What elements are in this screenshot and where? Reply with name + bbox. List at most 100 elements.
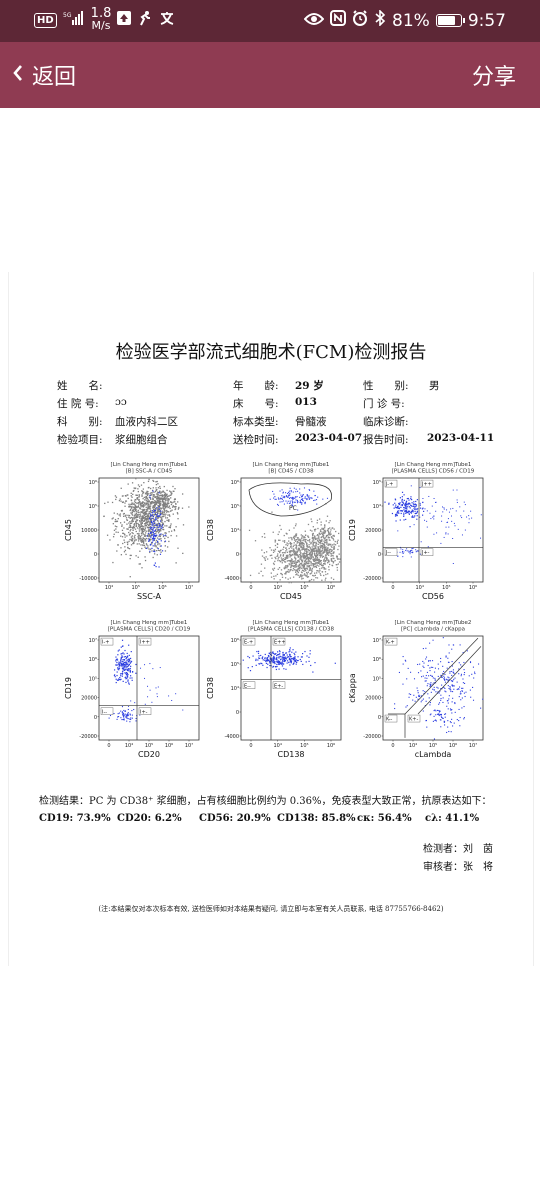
x-tick-label: 10⁷: [185, 585, 193, 591]
share-button[interactable]: 分享: [471, 65, 516, 90]
plot-title: [B] SSC-A / CD45: [126, 469, 173, 475]
value-ckappa: cκ: 56.4%: [357, 813, 412, 824]
x-tick-label: 10⁵: [429, 743, 437, 749]
x-tick-label: 0: [249, 743, 252, 749]
back-button[interactable]: 返回: [12, 59, 76, 91]
plot-title: [Lin Chang Heng mm]Tube1: [111, 462, 188, 468]
y-axis-label: cKappa: [348, 673, 357, 703]
y-tick-label: 10⁴: [373, 504, 381, 510]
status-bar: HD 5G 1.8 M/s 81% 9:57: [0, 0, 540, 42]
x-tick-label: 10⁶: [327, 743, 335, 749]
x-tick-label: 10⁶: [469, 585, 477, 591]
specimen-value: 骨髓液: [295, 416, 327, 428]
admission-label: 住 院 号:: [57, 398, 99, 410]
x-tick-label: 10⁴: [409, 743, 417, 749]
gate-label: I++: [140, 640, 150, 646]
x-axis-label: CD45: [280, 592, 302, 601]
plot-title: [PLASMA CELLS] CD138 / CD38: [248, 627, 334, 633]
status-left: HD 5G 1.8 M/s: [34, 6, 175, 32]
x-tick-label: 10⁴: [125, 743, 133, 749]
flow-plot-svg: [Lin Chang Heng mm]Tube1[PLASMA CELLS] C…: [348, 462, 484, 601]
net-speed-value: 1.8: [90, 6, 112, 21]
y-tick-label: -10000: [79, 576, 97, 582]
results-section: 检测结果：PC 为 CD38⁺ 浆细胞，占有核细胞比例约为 0.36%，免疫表型…: [39, 792, 509, 827]
y-tick-label: 10⁵: [231, 504, 239, 510]
flow-plot: [Lin Chang Heng mm]Tube1 [PLASMA CELLS] C…: [57, 618, 207, 770]
y-tick-label: 10⁵: [231, 662, 239, 668]
x-tick-label: 10⁴: [273, 743, 281, 749]
hd-icon: HD: [34, 12, 57, 28]
age-value: 29 岁: [295, 380, 324, 392]
x-tick-label: 10⁵: [300, 585, 308, 591]
scatter-points: [108, 639, 184, 723]
value-cd56: CD56: 20.9%: [199, 813, 271, 824]
gate-label: E++: [274, 640, 286, 646]
plot-title: [Lin Chang Heng mm]Tube1: [253, 462, 330, 468]
name-label: 姓 名:: [57, 380, 103, 392]
flow-plot-svg: [Lin Chang Heng mm]Tube1[PLASMA CELLS] C…: [206, 620, 342, 759]
dept-label: 科 别:: [57, 416, 103, 428]
y-tick-label: -4000: [224, 576, 239, 582]
flow-plot: [Lin Chang Heng mm]Tube1 [B] CD45 / CD38 P…: [199, 460, 349, 612]
scatter-points: [242, 647, 336, 673]
x-tick-label: 0: [249, 585, 252, 591]
gate-label: J--: [385, 550, 391, 556]
gate-label: E-+: [244, 640, 253, 646]
gate-label: I+-: [140, 709, 148, 715]
x-axis-label: cLambda: [415, 750, 452, 759]
x-tick-label: 10⁵: [442, 585, 450, 591]
x-tick-label: 10⁶: [165, 743, 173, 749]
value-clambda: cλ: 41.1%: [425, 813, 480, 824]
gate-label: J+-: [421, 550, 430, 556]
gate-label: K+-: [409, 717, 418, 723]
y-tick-label: 10⁶: [231, 480, 239, 486]
gate-label: E--: [244, 683, 251, 689]
pc-gate: [248, 482, 333, 517]
x-tick-label: 10⁴: [273, 585, 281, 591]
sent-value: 2023-04-07: [295, 432, 363, 444]
gate-label: E+-: [274, 683, 283, 689]
report-title: 检验医学部流式细胞术(FCM)检测报告: [115, 342, 427, 363]
x-tick-label: 10⁵: [145, 743, 153, 749]
tester: 检测者：刘 茵: [423, 844, 493, 855]
x-tick-label: 10⁴: [415, 585, 423, 591]
y-tick-label: 20000: [81, 696, 97, 702]
y-tick-label: 10000: [81, 528, 97, 534]
age-label: 年 龄:: [233, 380, 279, 392]
y-tick-label: 10⁶: [89, 657, 97, 663]
status-right: 81% 9:57: [303, 9, 506, 31]
back-label: 返回: [32, 65, 77, 90]
plot-title: [PLASMA CELLS] CD56 / CD19: [392, 469, 475, 475]
x-tick-label: 10⁶: [449, 743, 457, 749]
result-text: 检测结果：PC 为 CD38⁺ 浆细胞，占有核细胞比例约为 0.36%，免疫表型…: [39, 796, 492, 807]
flow-plot-svg: [Lin Chang Heng mm]Tube2[PC] cLambda / c…: [348, 620, 484, 759]
x-tick-label: 10⁵: [300, 743, 308, 749]
y-tick-label: 0: [236, 552, 239, 558]
bluetooth-icon: [374, 9, 386, 31]
x-axis-label: CD138: [277, 750, 304, 759]
x-tick-label: 10⁷: [469, 743, 477, 749]
gate-label: I--: [102, 709, 107, 715]
value-cd20: CD20: 6.2%: [117, 813, 182, 824]
y-tick-label: 10⁵: [373, 480, 381, 486]
y-axis-label: CD19: [64, 677, 73, 699]
report-document: 检验医学部流式细胞术(FCM)检测报告 姓 名: 年 龄: 29 岁 性 别: …: [8, 272, 534, 966]
clock: 9:57: [467, 10, 506, 31]
y-tick-label: 0: [378, 552, 381, 558]
gate-label: K-+: [386, 640, 395, 646]
nfc-icon: [330, 10, 347, 31]
plot-title: [PLASMA CELLS] CD20 / CD19: [108, 627, 191, 633]
item-label: 检验项目:: [57, 434, 103, 446]
y-tick-label: 10⁴: [231, 686, 239, 692]
dept-value: 血液内科二区: [115, 416, 178, 428]
y-tick-label: 10⁵: [373, 676, 381, 682]
alarm-icon: [352, 10, 368, 31]
y-tick-label: -20000: [363, 734, 381, 740]
svg-text:5G: 5G: [63, 12, 72, 19]
info-row: 住 院 号: ɔɔ 床 号: 013 门 诊 号:: [57, 396, 497, 414]
y-axis-label: CD38: [206, 519, 215, 541]
gate-label: J++: [421, 482, 432, 488]
y-tick-label: 0: [94, 552, 97, 558]
x-tick-label: 0: [391, 585, 394, 591]
x-tick-label: 10⁶: [327, 585, 335, 591]
